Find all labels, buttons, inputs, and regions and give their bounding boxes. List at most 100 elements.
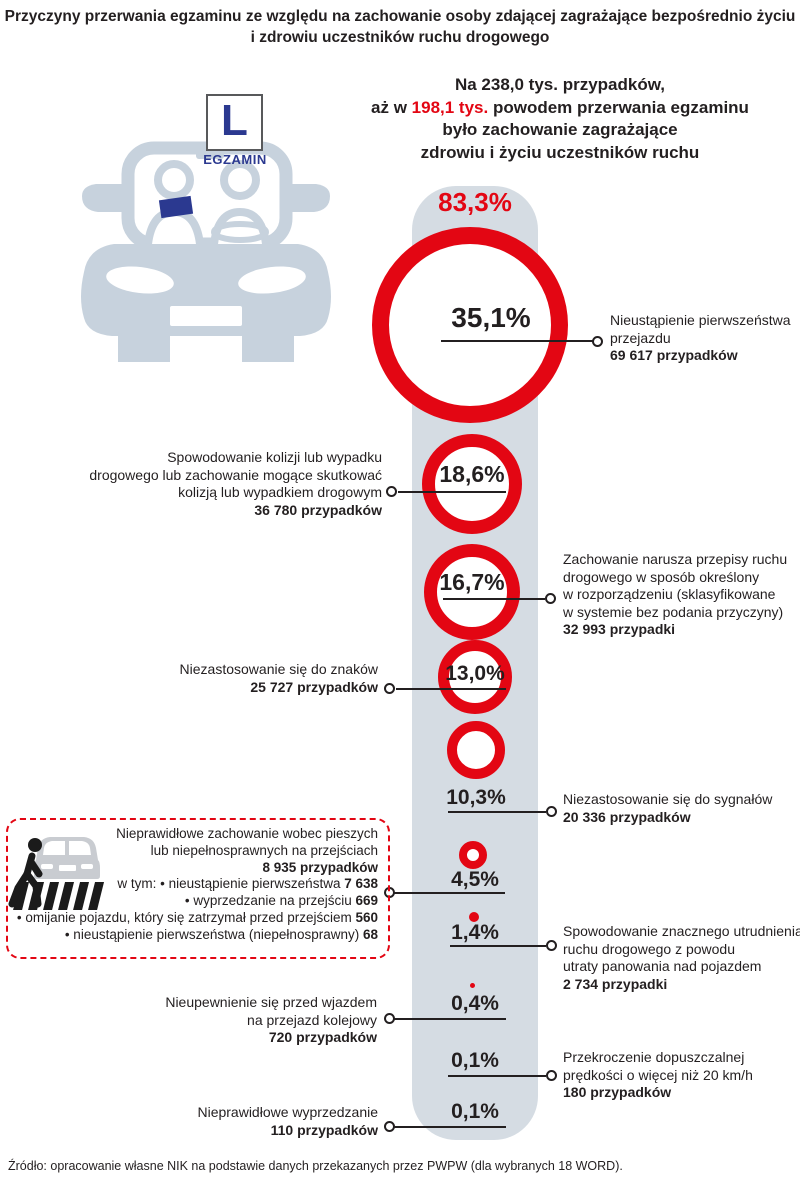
breakdown-line-4: • nieustąpienie pierwszeństwa (niepełnos… — [17, 927, 378, 944]
label-line: przejazdu — [610, 329, 671, 346]
breakdown-line-2: • wyprzedzanie na przejściu 669 — [17, 893, 378, 910]
callout-line-4 — [396, 688, 506, 690]
cases-count: 180 przypadków — [563, 1084, 672, 1100]
breakdown-count: 7 638 — [344, 876, 378, 892]
callout-marker-1 — [592, 336, 603, 347]
label-line: Spowodowanie kolizji lub wypadku — [167, 449, 382, 465]
callout-marker-9 — [546, 1070, 557, 1081]
category-label-4: Niezastosowanie się do znaków 25 727 prz… — [180, 661, 378, 696]
label-line: lub niepełnosprawnych na przejściach — [150, 842, 378, 858]
breakdown-text: • wyprzedzanie na przejściu — [184, 893, 356, 909]
summary-line2-highlight: 198,1 tys. — [411, 97, 489, 117]
callout-line-3 — [443, 598, 545, 600]
cases-count: 8 935 przypadków — [262, 859, 378, 875]
breakdown-line-3: • omijanie pojazdu, który się zatrzymał … — [17, 910, 378, 927]
percent-label-7: 1,4% — [451, 921, 499, 944]
percent-label-8: 0,4% — [451, 992, 499, 1015]
callout-marker-10 — [384, 1121, 395, 1132]
callout-marker-8 — [384, 1013, 395, 1024]
label-line: drogowego w sposób określony — [563, 568, 760, 585]
summary-line2-post: powodem przerwania egzaminu — [488, 97, 749, 117]
bubble-dot-7 — [469, 912, 479, 922]
bubble-ring-5 — [447, 721, 505, 779]
callout-marker-4 — [384, 683, 395, 694]
percent-label-5: 10,3% — [446, 786, 506, 809]
callout-marker-7 — [546, 940, 557, 951]
breakdown-text: • nieustąpienie pierwszeństwa (niepełnos… — [64, 926, 363, 942]
car-icon — [78, 140, 334, 365]
pedestrian-box-text: Nieprawidłowe zachowanie wobec pieszych … — [17, 826, 378, 944]
callout-line-5 — [448, 811, 546, 813]
label-line: kolizją lub wypadkiem drogowym — [178, 484, 382, 500]
page-title: Przyczyny przerwania egzaminu ze względu… — [0, 6, 800, 48]
callout-line-9 — [448, 1075, 546, 1077]
l-plate-caption: EGZAMIN — [203, 152, 267, 167]
category-label-9: Przekroczenie dopuszczalnej prędkości o … — [563, 1049, 753, 1102]
percent-label-3: 16,7% — [439, 569, 505, 595]
summary-text: Na 238,0 tys. przypadków, aż w 198,1 tys… — [320, 74, 800, 164]
label-line: Niezastosowanie się do znaków — [179, 661, 378, 677]
breakdown-count: 560 — [355, 909, 378, 925]
label-line: Przekroczenie dopuszczalnej — [563, 1049, 745, 1065]
callout-line-1 — [441, 340, 593, 342]
percent-label-1: 35,1% — [451, 302, 531, 333]
bubble-ring-2 — [422, 434, 522, 534]
summary-line3: było zachowanie zagrażające — [442, 120, 678, 139]
cases-count: 720 przypadków — [268, 1029, 377, 1045]
cases-count: 110 przypadków — [270, 1121, 378, 1138]
cases-count: 36 780 przypadków — [254, 501, 382, 518]
category-label-3: Zachowanie narusza przepisy ruchu drogow… — [563, 551, 787, 639]
percent-label-6: 4,5% — [451, 868, 499, 891]
cases-count: 69 617 przypadków — [610, 347, 738, 363]
category-label-1: Nieustąpienie pierwszeństwa przejazdu 69… — [610, 312, 791, 365]
percent-label-9: 0,1% — [451, 1049, 499, 1072]
label-line: prędkości o więcej niż 20 km/h — [563, 1066, 753, 1083]
callout-line-7 — [450, 945, 546, 947]
bubble-ring-4 — [438, 640, 512, 714]
summary-line2: aż w 198,1 tys. powodem przerwania egzam… — [320, 97, 800, 120]
label-line: Niezastosowanie się do sygnałów — [563, 791, 773, 807]
category-label-7: Spowodowanie znacznego utrudnienia ruchu… — [563, 923, 800, 993]
category-label-10: Nieprawidłowe wyprzedzanie 110 przypadkó… — [197, 1104, 378, 1139]
category-label-2: Spowodowanie kolizji lub wypadku drogowe… — [89, 449, 382, 519]
label-line: Zachowanie narusza przepisy ruchu — [563, 551, 788, 567]
category-label-8: Nieupewnienie się przed wjazdem na przej… — [165, 994, 377, 1047]
label-line: utraty panowania nad pojazdem — [563, 958, 762, 974]
cases-count: 25 727 przypadków — [250, 678, 378, 695]
percent-label-10: 0,1% — [451, 1100, 499, 1123]
label-line: Nieustąpienie pierwszeństwa — [610, 312, 791, 328]
l-plate: L — [206, 94, 263, 151]
page-title-line2: i zdrowiu uczestników ruchu drogowego — [250, 29, 550, 46]
total-percent: 83,3% — [438, 187, 512, 217]
callout-marker-2 — [386, 486, 397, 497]
callout-marker-5 — [546, 806, 557, 817]
summary-line2-pre: aż w — [371, 97, 412, 117]
callout-line-8 — [394, 1018, 506, 1020]
label-line: Nieprawidłowe wyprzedzanie — [197, 1104, 378, 1120]
breakdown-text: w tym: • nieustąpienie pierwszeństwa — [117, 876, 345, 892]
label-line: drogowego lub zachowanie mogące skutkowa… — [89, 466, 382, 483]
breakdown-line-1: w tym: • nieustąpienie pierwszeństwa 7 6… — [17, 876, 378, 893]
callout-line-10 — [394, 1126, 506, 1128]
label-line: ruchu drogowego z powodu — [563, 940, 736, 957]
percent-label-4: 13,0% — [445, 662, 505, 685]
percent-label-2: 18,6% — [439, 461, 505, 487]
label-line: w rozporządzeniu (sklasyfikowane — [563, 586, 776, 602]
label-line: Spowodowanie znacznego utrudnienia — [563, 923, 800, 939]
page-title-line1: Przyczyny przerwania egzaminu ze względu… — [4, 8, 796, 25]
car-illustration — [81, 141, 331, 362]
cases-count: 20 336 przypadków — [563, 808, 691, 825]
breakdown-count: 669 — [355, 893, 378, 909]
summary-line4: zdrowiu i życiu uczestników ruchu — [420, 142, 700, 162]
label-line: Nieupewnienie się przed wjazdem — [165, 994, 377, 1010]
pedestrian-callout-box — [6, 818, 390, 959]
pedestrian-crossing-icon — [8, 834, 106, 914]
bubble-dot-8 — [470, 983, 475, 988]
category-label-5: Niezastosowanie się do sygnałów 20 336 p… — [563, 791, 772, 826]
breakdown-count: 68 — [362, 926, 378, 942]
cases-count: 2 734 przypadki — [563, 975, 668, 992]
l-plate-letter: L — [221, 96, 248, 145]
source-note: Źródło: opracowanie własne NIK na podsta… — [8, 1159, 623, 1173]
cases-count: 32 993 przypadki — [563, 621, 676, 637]
